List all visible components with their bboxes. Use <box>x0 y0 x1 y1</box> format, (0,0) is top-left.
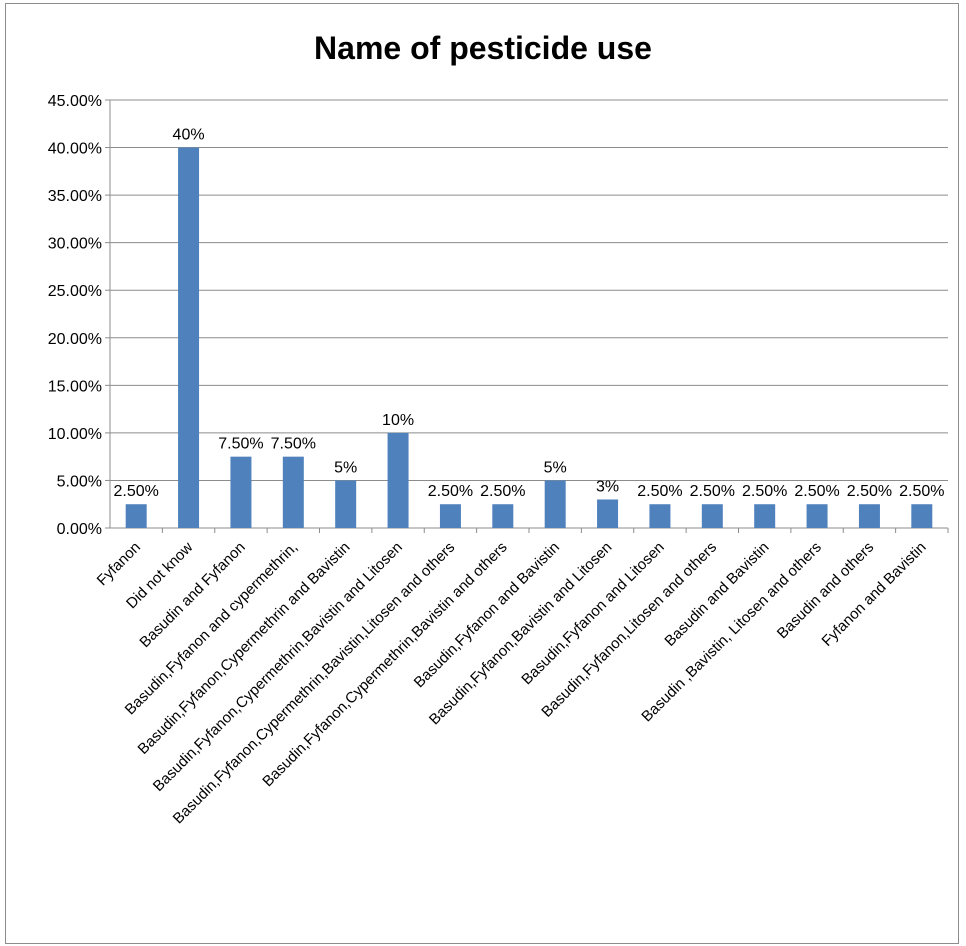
y-tick-label: 35.00% <box>48 188 102 205</box>
category-label: Basudin,Fyfanon,Cypermethrin,Bavistin an… <box>259 539 510 790</box>
data-label: 2.50% <box>114 483 159 500</box>
data-label: 3% <box>596 478 619 495</box>
category-label: Basudin,Fyfanon,Cypermethrin,Bavistin an… <box>150 539 406 795</box>
data-label: 2.50% <box>428 483 473 500</box>
bar <box>282 456 304 528</box>
category-label: Basudin,Fyfanon,Bavistin and Litosen <box>426 539 616 729</box>
data-label: 7.50% <box>218 436 263 453</box>
category-label: Basudin and Bavistin <box>661 539 772 650</box>
data-label: 7.50% <box>271 436 316 453</box>
data-label: 5% <box>544 459 567 476</box>
y-tick-label: 30.00% <box>48 236 102 253</box>
bar <box>806 504 828 528</box>
y-tick-label: 10.00% <box>48 426 102 443</box>
bar <box>387 432 409 528</box>
bar <box>544 480 566 528</box>
data-label: 2.50% <box>480 483 525 500</box>
bar <box>911 504 933 528</box>
bar <box>230 456 252 528</box>
data-label: 2.50% <box>899 483 944 500</box>
data-label: 2.50% <box>690 483 735 500</box>
category-label: Fyfanon and Bavistin <box>819 539 930 650</box>
data-label: 2.50% <box>794 483 839 500</box>
data-label: 2.50% <box>742 483 787 500</box>
chart-frame <box>5 3 959 944</box>
data-label: 5% <box>334 459 357 476</box>
y-tick-label: 45.00% <box>48 93 102 110</box>
bar <box>649 504 671 528</box>
bar <box>492 504 514 528</box>
bar <box>335 480 357 528</box>
bar <box>858 504 880 528</box>
bar <box>754 504 776 528</box>
y-tick-label: 40.00% <box>48 141 102 158</box>
data-label: 40% <box>173 127 205 144</box>
data-label: 2.50% <box>847 483 892 500</box>
y-tick-label: 15.00% <box>48 378 102 395</box>
bar <box>597 499 619 528</box>
bar <box>701 504 723 528</box>
category-label: Fyfanon <box>94 539 144 589</box>
chart-title: Name of pesticide use <box>314 30 652 66</box>
y-tick-label: 25.00% <box>48 283 102 300</box>
data-label: 10% <box>382 412 414 429</box>
bar <box>178 147 200 529</box>
data-label: 2.50% <box>637 483 682 500</box>
y-tick-label: 0.00% <box>57 521 102 538</box>
bar <box>439 504 461 528</box>
y-tick-label: 5.00% <box>57 473 102 490</box>
y-tick-label: 20.00% <box>48 331 102 348</box>
category-label: Basudin and others <box>774 539 877 642</box>
bar <box>125 504 147 528</box>
